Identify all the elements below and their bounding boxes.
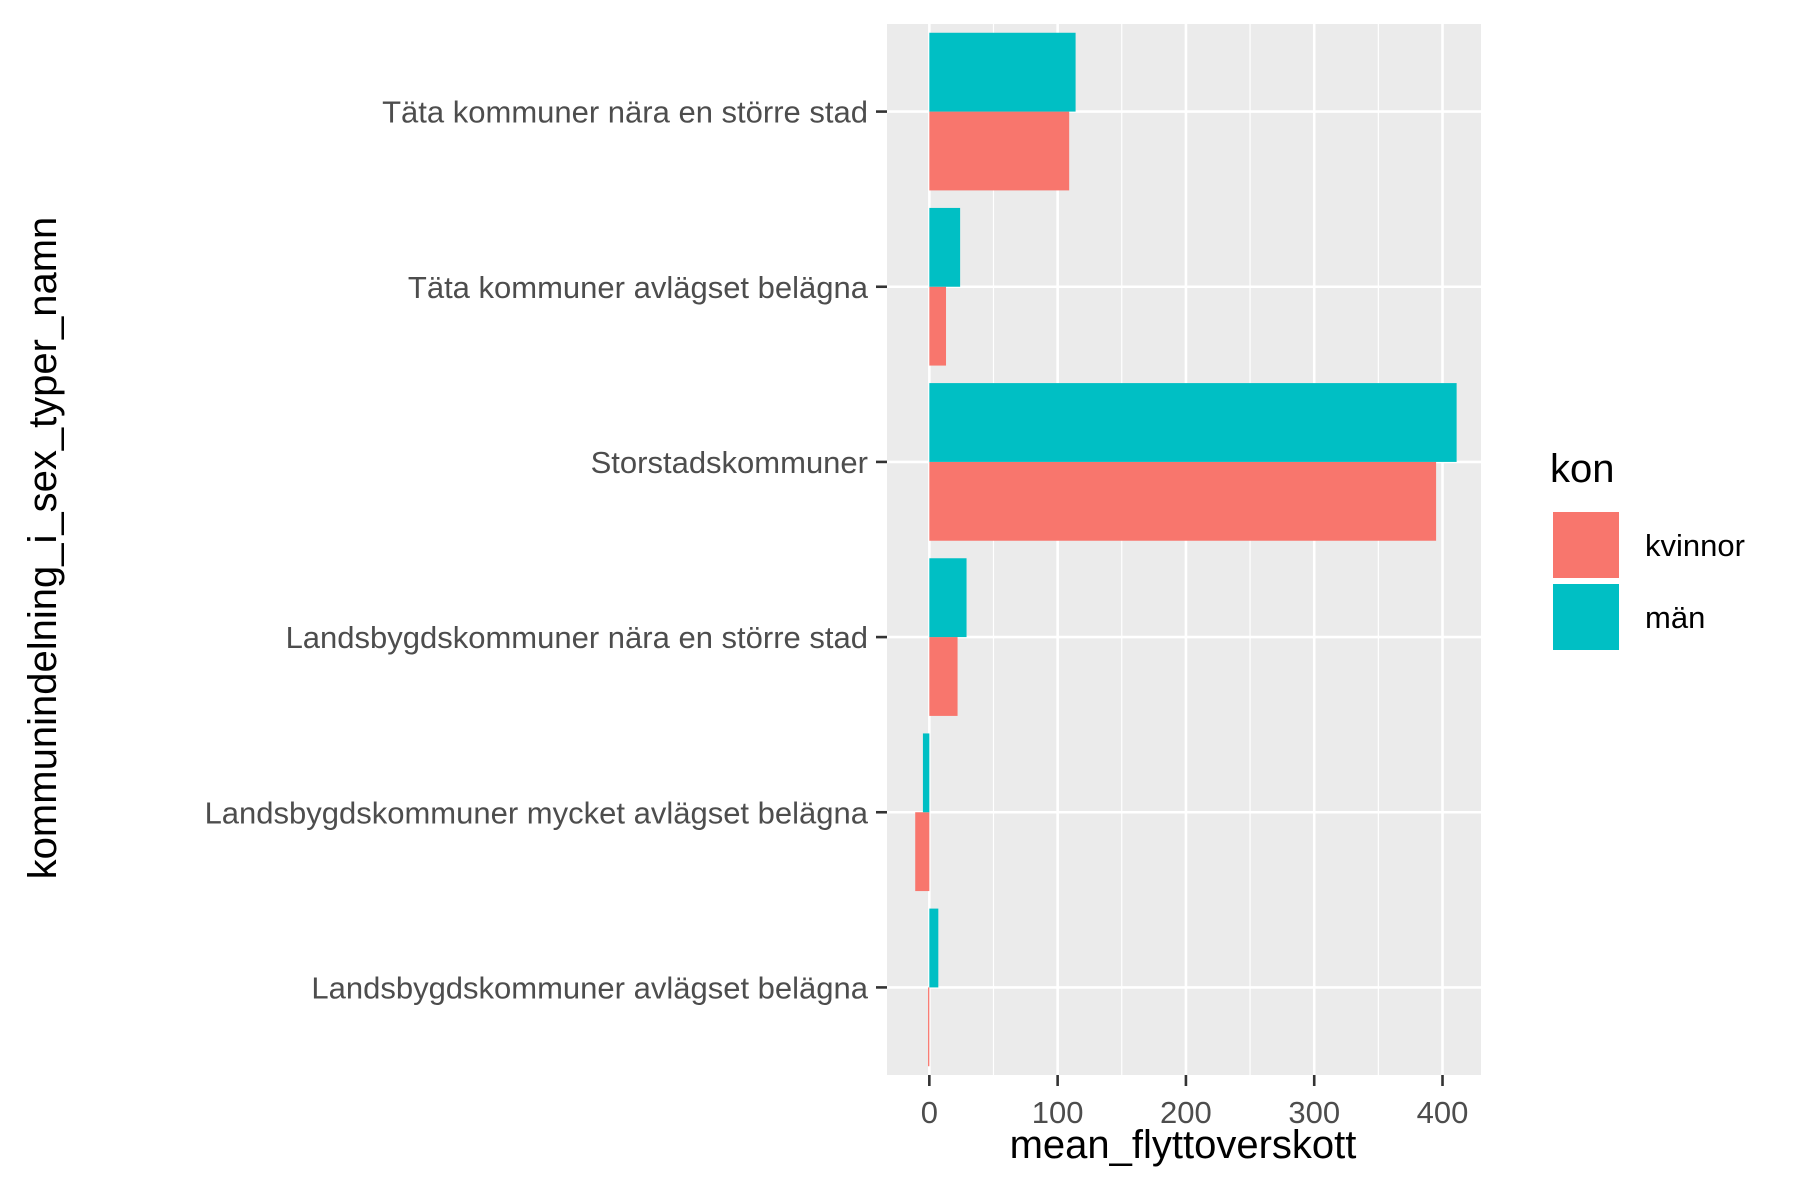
x-tick-label: 100 [1032,1095,1084,1130]
y-tick-label: Landsbygdskommuner avlägset belägna [311,970,868,1005]
x-axis: 0 100 200 300 400 [921,1075,1469,1130]
y-tick-label: Täta kommuner nära en större stad [382,95,868,130]
legend-label: kvinnor [1645,528,1745,563]
legend-label: män [1645,600,1705,635]
plot-panel [887,24,1481,1075]
bar-män [929,32,1076,112]
bar-män [929,383,1457,462]
bar-kvinnor [928,987,930,1067]
bar-män [929,908,939,988]
y-axis-title: kommunindelning_i_sex_typer_namn [21,217,65,880]
bar-kvinnor [929,111,1070,191]
bar-kvinnor [929,286,947,366]
x-tick-label: 400 [1417,1095,1469,1130]
y-tick-label: Landsbygdskommuner mycket avlägset beläg… [205,795,869,830]
x-tick-label: 0 [921,1095,938,1130]
legend-title: kon [1550,447,1615,491]
x-tick-label: 300 [1288,1095,1340,1130]
x-axis-title: mean_flyttoverskott [1010,1123,1357,1167]
x-tick-label: 200 [1160,1095,1212,1130]
y-tick-label: Täta kommuner avlägset belägna [408,270,869,305]
minor-gridlines [992,24,1379,1075]
y-tick-label: Storstadskommuner [591,445,868,480]
legend-entries: kvinnor män [1553,512,1745,650]
major-gridlines [887,24,1481,1075]
bar-män [922,733,930,813]
legend: kon kvinnor män [1550,447,1745,650]
bar-män [929,558,967,638]
bar-kvinnor [929,461,1437,541]
bar-kvinnor [915,812,930,892]
legend-key-män [1553,584,1619,650]
y-tick-label: Landsbygdskommuner nära en större stad [286,620,868,655]
bar-män [929,207,961,287]
bar-kvinnor [929,637,958,716]
y-axis: Täta kommuner nära en större stad Täta ko… [205,95,887,1005]
legend-key-kvinnor [1553,512,1619,578]
bars [915,32,1457,1067]
